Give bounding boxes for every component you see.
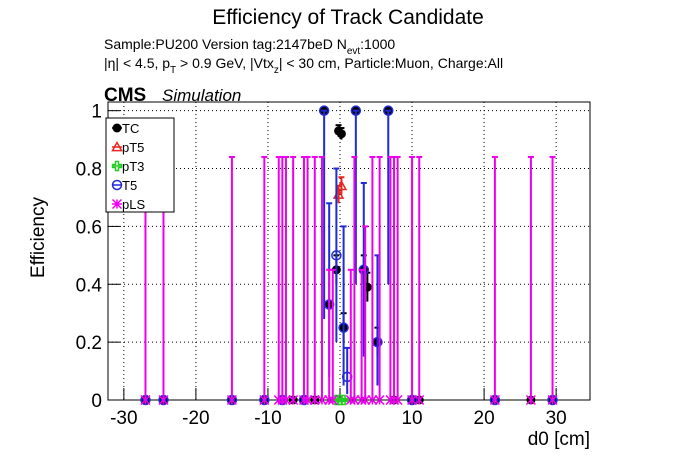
marker [111,140,123,152]
marker [374,394,385,406]
marker [288,394,299,406]
marker [525,394,536,406]
plot-frame [107,101,591,401]
marker [302,394,313,406]
marker [338,394,349,406]
chart-title: Efficiency of Track Candidate [212,6,484,29]
x-tick-label: 0 [335,408,346,429]
marker [316,394,328,406]
marker [349,394,360,406]
subtitle-part: :1000 [360,36,395,52]
marker [360,394,371,406]
x-tick-label: 20 [474,408,495,429]
marker [140,394,151,406]
y-tick-label: 0.2 [76,333,102,354]
marker [367,394,378,406]
legend-box [105,117,175,213]
subtitle: Sample:PU200 Version tag:2147beD Nevt:10… [104,36,395,57]
x-tick-label: 10 [401,408,422,429]
x-tick-label: 30 [546,408,567,429]
marker [226,394,237,406]
x-axis-label: d0 [cm] [528,429,590,450]
cms-label: CMS [104,85,146,106]
y-tick-label: 0 [91,391,102,412]
subtitle-part: > 0.9 GeV, |Vtx [176,55,274,71]
y-tick-label: 0.6 [76,217,102,238]
subscript: evt [347,46,361,57]
legend-label: pT3 [122,159,144,174]
y-tick-label: 0.4 [76,275,103,296]
subtitle: |η| < 4.5, pT > 0.9 GeV, |Vtxz| < 30 cm,… [104,55,503,76]
legend-label: T5 [122,178,137,193]
legend-label: TC [122,121,139,136]
x-tick-label: -20 [182,408,209,429]
marker [111,198,123,210]
marker [392,394,403,406]
x-tick-label: -30 [110,408,137,429]
marker [158,394,169,406]
marker [111,160,123,172]
y-axis-label: Efficiency [28,197,49,278]
marker [407,394,418,406]
marker [489,394,500,406]
marker [414,394,425,406]
subscript: z [274,65,279,76]
x-tick-label: -10 [254,408,281,429]
marker [111,179,123,191]
marker [331,250,342,261]
marker [547,394,558,406]
subtitle-part: | < 30 cm, Particle:Muon, Charge:All [279,55,503,71]
marker [335,179,348,191]
marker [318,105,330,116]
marker [327,394,338,406]
marker [350,105,362,116]
marker [338,322,349,333]
marker [383,105,394,116]
marker [336,129,346,139]
cms-sublabel: Simulation [162,86,241,105]
y-tick-label: 0.8 [76,160,102,181]
subscript: T [170,65,176,76]
marker [259,394,270,406]
subtitle-part: |η| < 4.5, p [104,55,170,71]
marker [112,123,122,133]
legend-label: pT5 [122,140,144,155]
legend-label: pLS [122,197,145,212]
marker [309,394,320,406]
y-tick-label: 1 [91,102,102,123]
marker [280,394,291,406]
subtitle-part: Sample:PU200 Version tag:2147beD N [104,36,347,52]
